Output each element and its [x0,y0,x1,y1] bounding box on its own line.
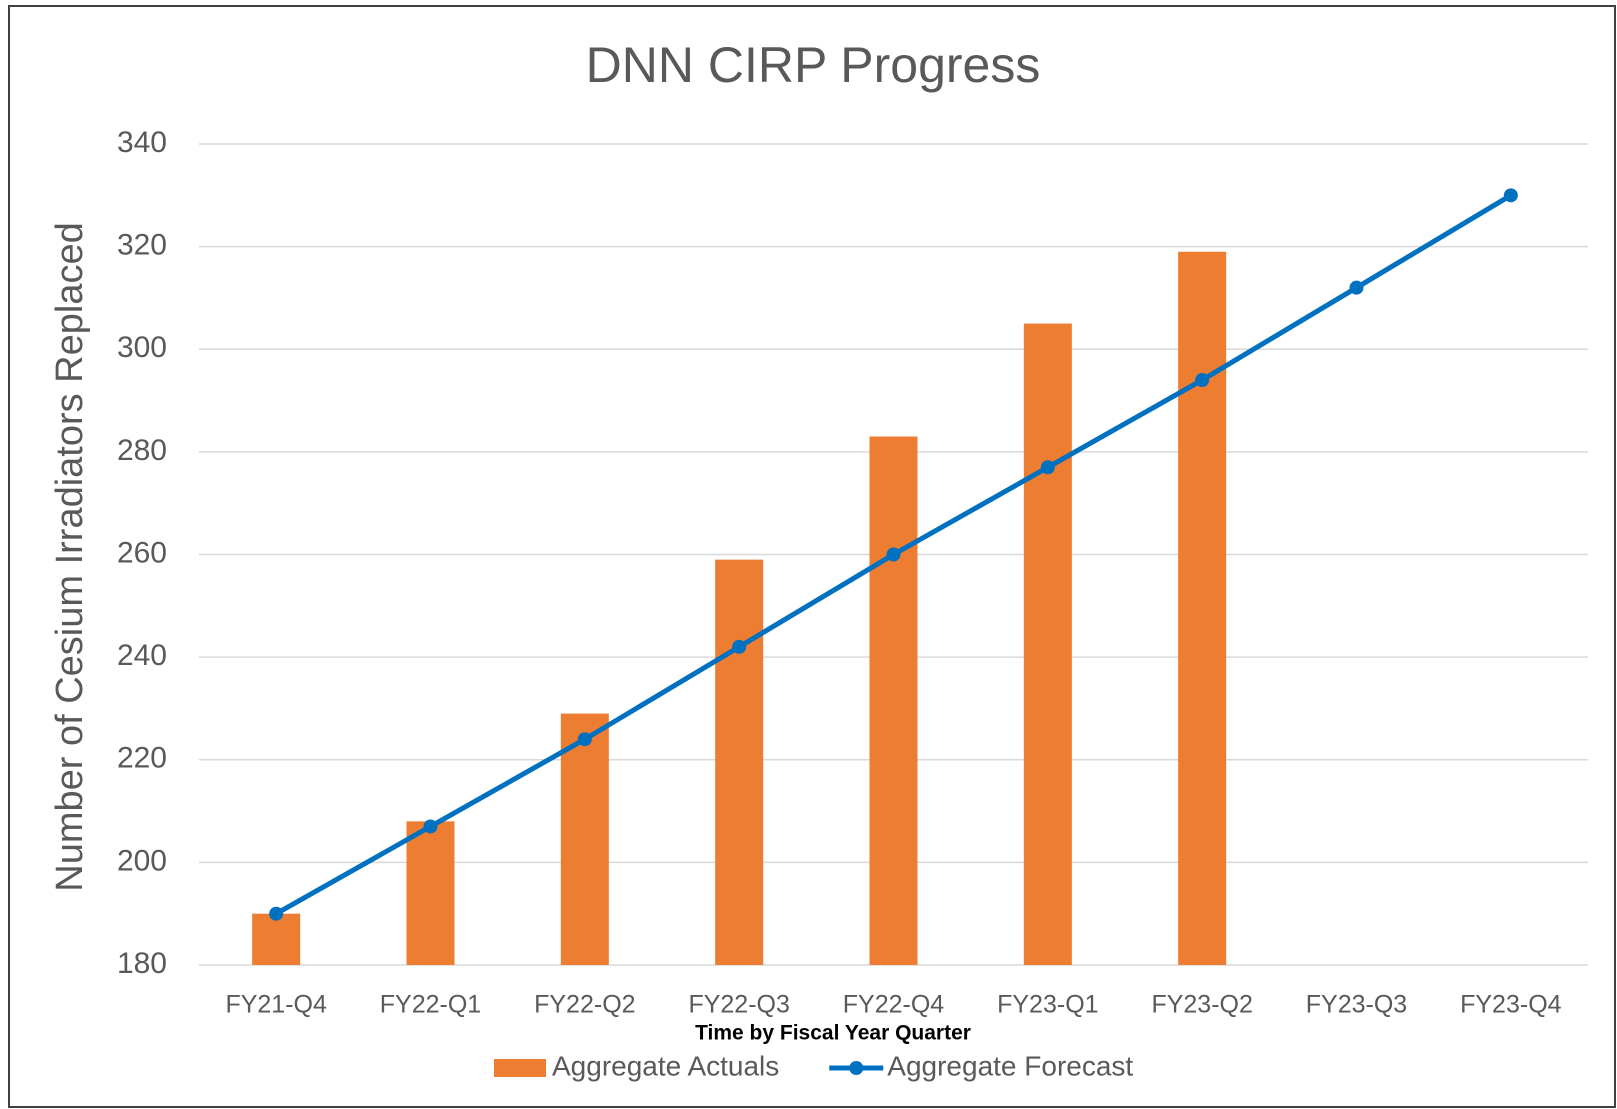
bar [715,559,764,965]
bar [560,713,609,965]
y-tick-label: 180 [117,947,167,980]
x-axis-title: Time by Fiscal Year Quarter [695,1022,971,1045]
line-marker [1195,373,1210,388]
chart-frame [8,5,1616,1108]
x-tick-label: FY23-Q4 [1460,991,1562,1019]
y-tick-label: 280 [117,434,167,467]
legend-label: Aggregate Actuals [552,1050,779,1081]
bar [1178,251,1227,966]
legend-swatch-marker [849,1061,864,1075]
x-tick-label: FY22-Q3 [688,991,789,1019]
x-tick-label: FY22-Q2 [534,991,635,1019]
line-marker [269,906,284,921]
line-marker [577,732,592,747]
bar [869,436,918,965]
y-tick-label: 320 [117,229,167,262]
chart-title: DNN CIRP Progress [586,37,1041,93]
line-marker [423,819,438,834]
x-tick-label: FY21-Q4 [225,991,327,1019]
line-marker [1349,280,1364,295]
y-tick-label: 300 [117,331,167,364]
x-tick-label: FY23-Q2 [1151,991,1252,1019]
x-tick-label: FY23-Q3 [1306,991,1407,1019]
bar [406,821,455,965]
y-axis-title: Number of Cesium Irradiators Replaced [49,222,91,892]
bar [252,913,301,965]
x-tick-label: FY22-Q4 [843,991,945,1019]
line-marker [886,547,901,562]
bar [1023,323,1072,965]
x-tick-label: FY23-Q1 [997,991,1098,1019]
legend-label: Aggregate Forecast [887,1050,1133,1081]
y-tick-label: 200 [117,844,167,877]
x-tick-label: FY22-Q1 [380,991,481,1019]
legend-swatch [494,1059,546,1077]
line-marker [1040,460,1055,475]
y-tick-label: 260 [117,536,167,569]
line-marker [1503,188,1518,203]
y-tick-label: 220 [117,742,167,775]
line-marker [732,639,747,654]
y-tick-label: 240 [117,639,167,672]
y-tick-label: 340 [117,126,167,159]
